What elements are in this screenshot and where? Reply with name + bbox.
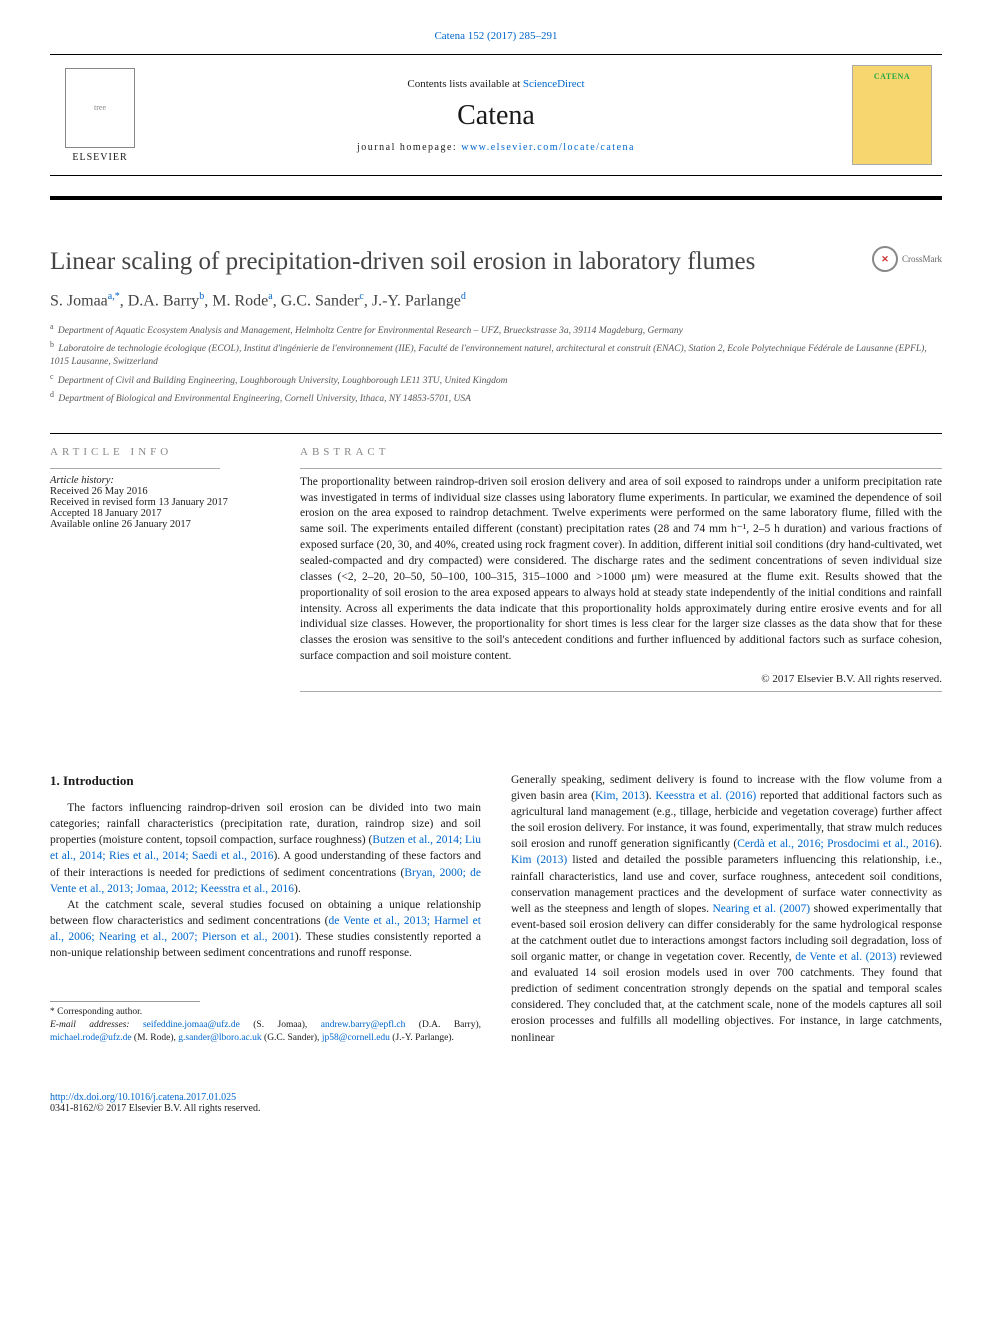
publisher-name: ELSEVIER	[72, 152, 127, 163]
affiliations: a Department of Aquatic Ecosystem Analys…	[50, 321, 942, 407]
article-history-label: Article history:	[50, 475, 260, 486]
email-link[interactable]: michael.rode@ufz.de	[50, 1033, 132, 1043]
author-emails: E-mail addresses: seifeddine.jomaa@ufz.d…	[50, 1019, 481, 1045]
email-link[interactable]: seifeddine.jomaa@ufz.de	[143, 1020, 240, 1030]
body-text: ).	[935, 838, 942, 850]
body-text: reviewed and evaluated 14 soil erosion m…	[511, 951, 942, 1043]
article-body: 1. Introduction The factors influencing …	[50, 772, 942, 1046]
abstract-heading: abstract	[300, 446, 942, 458]
footnotes: * Corresponding author. E-mail addresses…	[50, 1006, 481, 1044]
affiliation-item: d Department of Biological and Environme…	[50, 389, 942, 406]
affiliation-item: b Laboratoire de technologie écologique …	[50, 339, 942, 370]
article-history-item: Available online 26 January 2017	[50, 519, 260, 530]
citation-link[interactable]: Catena 152 (2017) 285–291	[434, 30, 557, 42]
body-paragraph: The factors influencing raindrop-driven …	[50, 800, 481, 897]
crossmark-label: CrossMark	[902, 254, 942, 264]
article-history-item: Accepted 18 January 2017	[50, 508, 260, 519]
body-text: ).	[645, 790, 655, 802]
email-link[interactable]: g.sander@lboro.ac.uk	[178, 1033, 261, 1043]
article-title: Linear scaling of precipitation-driven s…	[50, 246, 872, 277]
crossmark-badge[interactable]: ✕ CrossMark	[872, 246, 942, 272]
journal-header: tree ELSEVIER Contents lists available a…	[50, 54, 942, 176]
article-history-item: Received 26 May 2016	[50, 486, 260, 497]
running-citation: Catena 152 (2017) 285–291	[50, 30, 942, 42]
doi-link[interactable]: http://dx.doi.org/10.1016/j.catena.2017.…	[50, 1092, 236, 1103]
cover-title: CATENA	[874, 72, 910, 81]
corresponding-author-note: * Corresponding author.	[50, 1006, 481, 1019]
citation-link[interactable]: Cerdà et al., 2016; Prosdocimi et al., 2…	[737, 838, 935, 850]
email-link[interactable]: jp58@cornell.edu	[322, 1033, 390, 1043]
bottom-matter: http://dx.doi.org/10.1016/j.catena.2017.…	[50, 1092, 942, 1114]
citation-link[interactable]: Kim (2013)	[511, 854, 567, 866]
contents-available-line: Contents lists available at ScienceDirec…	[150, 78, 842, 90]
issn-copyright-line: 0341-8162/© 2017 Elsevier B.V. All right…	[50, 1103, 260, 1114]
citation-link[interactable]: Nearing et al. (2007)	[712, 903, 810, 915]
journal-cover-thumb: CATENA	[842, 65, 942, 165]
citation-link[interactable]: de Vente et al. (2013)	[795, 951, 896, 963]
author-list: S. Jomaaa,*, D.A. Barryb, M. Rodea, G.C.…	[50, 291, 942, 310]
article-info-heading: article info	[50, 446, 260, 458]
email-link[interactable]: andrew.barry@epfl.ch	[321, 1020, 406, 1030]
section-heading-introduction: 1. Introduction	[50, 772, 481, 790]
abstract-text: The proportionality between raindrop-dri…	[300, 475, 942, 665]
article-history-item: Received in revised form 13 January 2017	[50, 497, 260, 508]
journal-name: Catena	[150, 100, 842, 132]
homepage-prefix: journal homepage:	[357, 142, 461, 153]
elsevier-tree-icon: tree	[65, 68, 135, 148]
citation-link[interactable]: Keesstra et al. (2016)	[655, 790, 756, 802]
article-info-column: article info Article history: Received 2…	[50, 434, 290, 692]
affiliation-item: a Department of Aquatic Ecosystem Analys…	[50, 321, 942, 338]
body-paragraph: Generally speaking, sediment delivery is…	[511, 772, 942, 1046]
sciencedirect-link[interactable]: ScienceDirect	[523, 78, 585, 90]
body-text: ).	[294, 883, 301, 895]
footnote-separator	[50, 1001, 200, 1002]
journal-homepage-link[interactable]: www.elsevier.com/locate/catena	[461, 142, 635, 153]
publisher-logo: tree ELSEVIER	[50, 68, 150, 163]
contents-prefix: Contents lists available at	[407, 78, 522, 90]
header-divider	[50, 196, 942, 200]
affiliation-item: c Department of Civil and Building Engin…	[50, 371, 942, 388]
journal-homepage-line: journal homepage: www.elsevier.com/locat…	[150, 142, 842, 153]
body-paragraph: At the catchment scale, several studies …	[50, 897, 481, 961]
abstract-column: abstract The proportionality between rai…	[290, 434, 942, 692]
abstract-copyright: © 2017 Elsevier B.V. All rights reserved…	[300, 673, 942, 685]
crossmark-icon: ✕	[872, 246, 898, 272]
citation-link[interactable]: Kim, 2013	[595, 790, 645, 802]
